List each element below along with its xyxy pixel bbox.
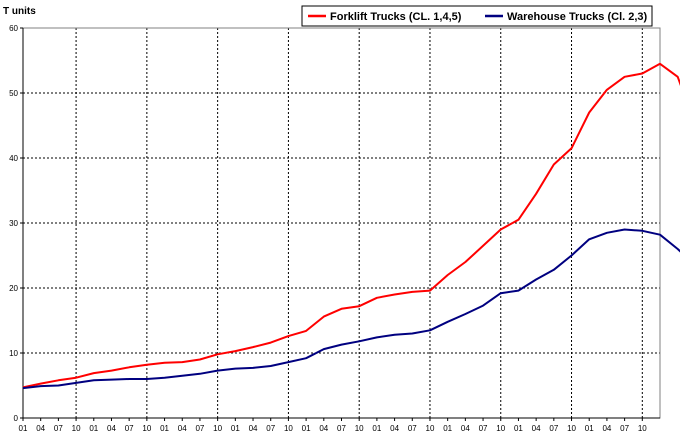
y-tick-label: 20 [9, 284, 18, 293]
x-tick-label: 04 [602, 424, 611, 433]
x-tick-label: 07 [195, 424, 204, 433]
x-tick-label: 07 [266, 424, 275, 433]
y-axis-ticks: 0 10 20 30 40 50 60 [9, 24, 23, 423]
x-tick-label: 04 [107, 424, 116, 433]
x-tick-label: 10 [638, 424, 647, 433]
x-tick-label: 10 [284, 424, 293, 433]
x-tick-label: 07 [125, 424, 134, 433]
x-tick-label: 01 [585, 424, 594, 433]
y-tick-label: 10 [9, 349, 18, 358]
x-tick-label: 10 [355, 424, 364, 433]
y-tick-label: 50 [9, 89, 18, 98]
y-axis-title: T units [3, 6, 36, 17]
series-lines [22, 62, 680, 390]
y-tick-label: 30 [9, 219, 18, 228]
x-tick-label: 01 [443, 424, 452, 433]
x-tick-label: 07 [620, 424, 629, 433]
x-tick-label: 04 [249, 424, 258, 433]
x-tick-label: 07 [408, 424, 417, 433]
x-tick-label: 01 [89, 424, 98, 433]
x-axis-ticks: 01 04 07 10 01 04 07 10 01 04 07 10 01 04 07 10 01 04 07 10… [19, 418, 647, 433]
x-tick-label: 10 [426, 424, 435, 433]
x-tick-label: 10 [142, 424, 151, 433]
x-tick-label: 07 [479, 424, 488, 433]
x-tick-label: 01 [514, 424, 523, 433]
x-tick-label: 07 [54, 424, 63, 433]
x-tick-label: 01 [231, 424, 240, 433]
x-tick-label: 07 [549, 424, 558, 433]
x-tick-label: 01 [19, 424, 28, 433]
x-tick-label: 04 [319, 424, 328, 433]
x-tick-label: 07 [337, 424, 346, 433]
grid-lines [23, 28, 660, 418]
series-line-1 [22, 228, 680, 390]
legend-label-forklift: Forklift Trucks (CL. 1,4,5) [330, 11, 462, 23]
x-tick-label: 04 [532, 424, 541, 433]
legend-label-warehouse: Warehouse Trucks (Cl. 2,3) [507, 11, 648, 23]
x-tick-label: 10 [567, 424, 576, 433]
y-tick-label: 0 [14, 414, 19, 423]
x-tick-label: 10 [72, 424, 81, 433]
x-tick-label: 04 [461, 424, 470, 433]
x-tick-label: 01 [302, 424, 311, 433]
x-tick-label: 04 [36, 424, 45, 433]
legend-box [301, 5, 653, 27]
series-line-0 [22, 62, 680, 389]
x-tick-label: 04 [178, 424, 187, 433]
x-tick-label: 04 [390, 424, 399, 433]
x-tick-label: 10 [213, 424, 222, 433]
y-tick-label: 60 [9, 24, 18, 33]
x-tick-label: 10 [496, 424, 505, 433]
legend: Forklift Trucks (CL. 1,4,5) Warehouse Tr… [301, 5, 653, 27]
x-tick-label: 01 [372, 424, 381, 433]
y-tick-label: 40 [9, 154, 18, 163]
x-tick-label: 01 [160, 424, 169, 433]
